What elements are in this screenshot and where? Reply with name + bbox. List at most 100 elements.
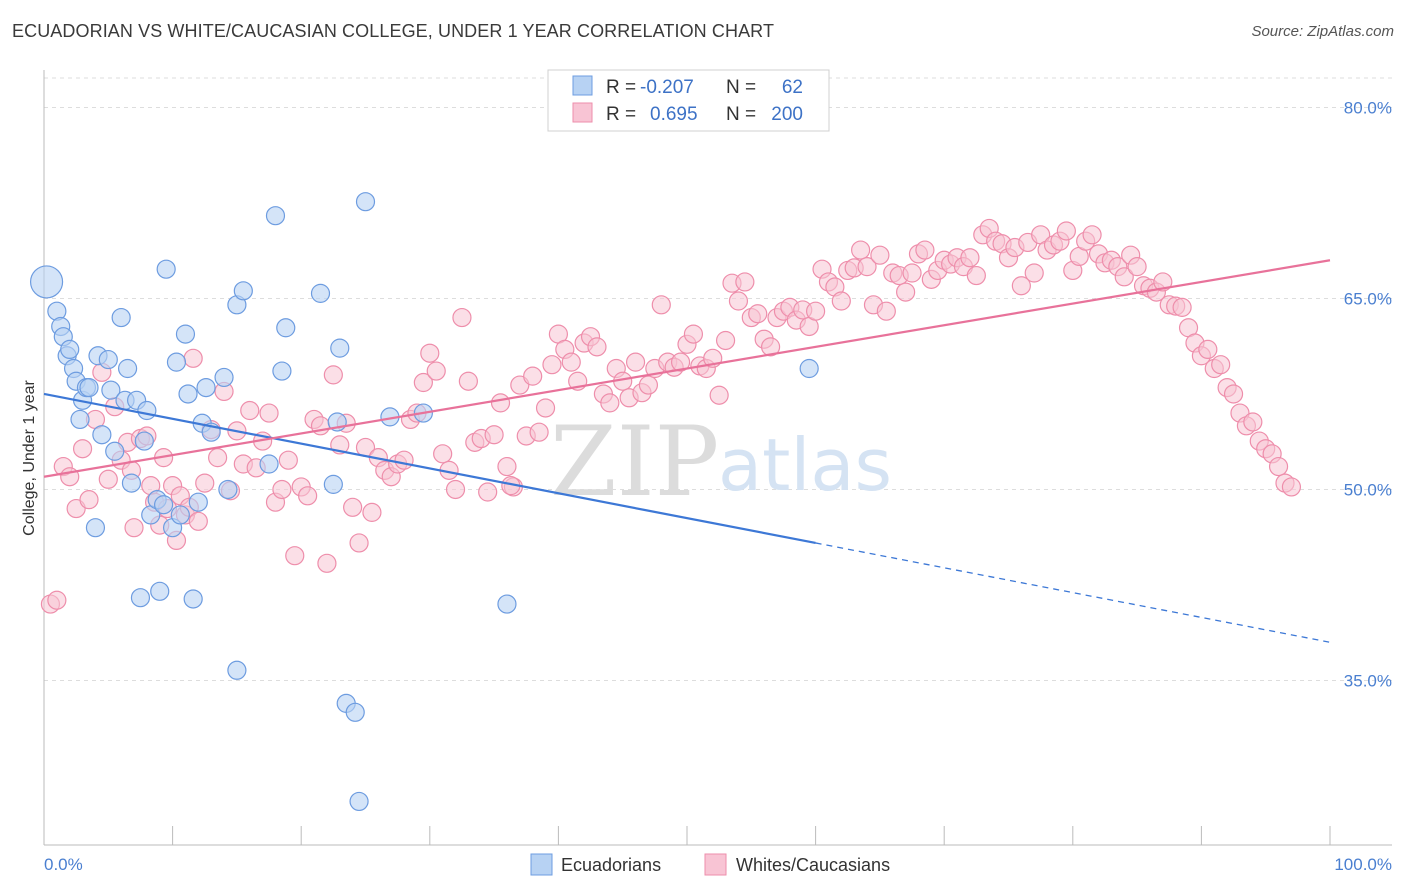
data-point-whites <box>638 375 659 395</box>
data-point-whites <box>433 444 453 464</box>
data-point-whites <box>1114 267 1134 287</box>
data-point-ecuadorians <box>175 324 196 344</box>
data-point-ecuadorians <box>355 192 376 212</box>
data-point-ecuadorians <box>330 338 350 358</box>
x-ticks <box>43 826 1331 845</box>
data-point-whites <box>420 343 440 363</box>
data-point-whites <box>240 400 260 421</box>
data-point-ecuadorians <box>153 495 174 515</box>
data-point-ecuadorians <box>85 518 106 538</box>
data-point-whites <box>587 337 607 357</box>
data-point-whites <box>1281 477 1302 497</box>
data-point-ecuadorians <box>276 318 296 338</box>
data-point-whites <box>47 590 67 610</box>
data-point-whites <box>760 337 781 357</box>
data-point-ecuadorians <box>29 265 64 299</box>
data-point-whites <box>458 371 478 391</box>
data-point-ecuadorians <box>323 474 343 494</box>
data-point-whites <box>651 295 671 315</box>
data-point-ecuadorians <box>233 281 253 301</box>
data-point-whites <box>748 304 768 324</box>
data-point-whites <box>298 486 318 506</box>
data-point-whites <box>349 533 369 553</box>
data-point-whites <box>317 553 337 573</box>
data-point-whites <box>1211 355 1231 375</box>
data-point-whites <box>966 265 986 286</box>
bottom-legend-swatch-whites <box>704 853 727 876</box>
data-point-whites <box>343 497 363 517</box>
data-point-whites <box>1198 339 1218 359</box>
data-point-whites <box>426 361 446 381</box>
data-point-whites <box>876 301 896 321</box>
data-point-ecuadorians <box>101 380 121 400</box>
data-point-ecuadorians <box>310 283 331 303</box>
y-tick-label: 50.0% <box>1344 480 1392 499</box>
trend-line-ecuadorians <box>43 392 816 545</box>
data-point-ecuadorians <box>218 479 238 500</box>
y-tick-label: 35.0% <box>1344 671 1392 690</box>
data-point-whites <box>188 511 208 531</box>
data-point-whites <box>561 352 581 372</box>
bottom-legend-label-ecuadorians: Ecuadorians <box>561 855 661 875</box>
data-point-ecuadorians <box>178 384 198 404</box>
data-point-whites <box>323 365 343 385</box>
data-point-ecuadorians <box>227 660 247 680</box>
x-tick-label-min: 0.0% <box>44 855 83 874</box>
data-point-whites <box>79 490 99 510</box>
data-point-whites <box>542 355 562 375</box>
legend-n-value: 62 <box>782 77 803 98</box>
data-point-whites <box>484 425 504 445</box>
data-point-ecuadorians <box>170 505 190 525</box>
data-point-ecuadorians <box>92 425 112 445</box>
data-point-whites <box>870 245 890 265</box>
data-point-whites <box>272 479 292 500</box>
legend-r-label: R = <box>606 77 636 98</box>
data-point-ecuadorians <box>134 431 154 451</box>
bottom-legend: Ecuadorians Whites/Caucasians <box>530 853 890 876</box>
data-point-whites <box>259 403 279 423</box>
data-point-whites <box>72 439 93 459</box>
data-point-whites <box>896 282 916 302</box>
data-point-whites <box>1056 221 1076 241</box>
data-point-whites <box>124 518 144 538</box>
data-point-whites <box>183 348 203 368</box>
data-point-whites <box>670 352 691 372</box>
data-point-ecuadorians <box>349 791 369 812</box>
data-point-ecuadorians <box>265 206 286 226</box>
data-point-whites <box>625 352 646 372</box>
data-point-whites <box>960 248 980 268</box>
data-point-whites <box>851 240 871 260</box>
data-point-ecuadorians <box>196 378 216 398</box>
data-point-ecuadorians <box>214 367 234 388</box>
data-point-whites <box>195 473 215 493</box>
data-point-whites <box>735 272 755 292</box>
data-point-whites <box>600 393 620 413</box>
data-point-whites <box>1082 225 1102 245</box>
grid-lines <box>44 77 1392 681</box>
data-point-whites <box>478 482 498 502</box>
chart-source: Source: ZipAtlas.com <box>1251 23 1394 40</box>
legend-n-label: N = <box>726 104 756 125</box>
data-point-whites <box>413 372 433 393</box>
data-point-whites <box>1024 263 1044 283</box>
y-tick-label: 80.0% <box>1344 98 1392 117</box>
data-point-whites <box>715 330 736 351</box>
data-point-whites <box>805 301 826 321</box>
data-point-ecuadorians <box>345 702 365 722</box>
watermark: ZIP atlas <box>550 406 892 518</box>
data-point-whites <box>1153 272 1173 292</box>
data-point-ecuadorians <box>70 409 90 430</box>
data-point-whites <box>535 398 556 418</box>
data-point-whites <box>208 448 228 468</box>
data-point-ecuadorians <box>259 454 279 474</box>
data-point-ecuadorians <box>156 259 176 279</box>
data-point-ecuadorians <box>497 594 517 614</box>
data-point-ecuadorians <box>117 358 138 379</box>
data-point-whites <box>278 450 298 470</box>
data-point-whites <box>1172 297 1192 317</box>
data-point-ecuadorians <box>111 307 131 328</box>
data-point-whites <box>362 502 382 522</box>
data-point-ecuadorians <box>272 361 292 381</box>
data-point-ecuadorians <box>150 581 170 601</box>
